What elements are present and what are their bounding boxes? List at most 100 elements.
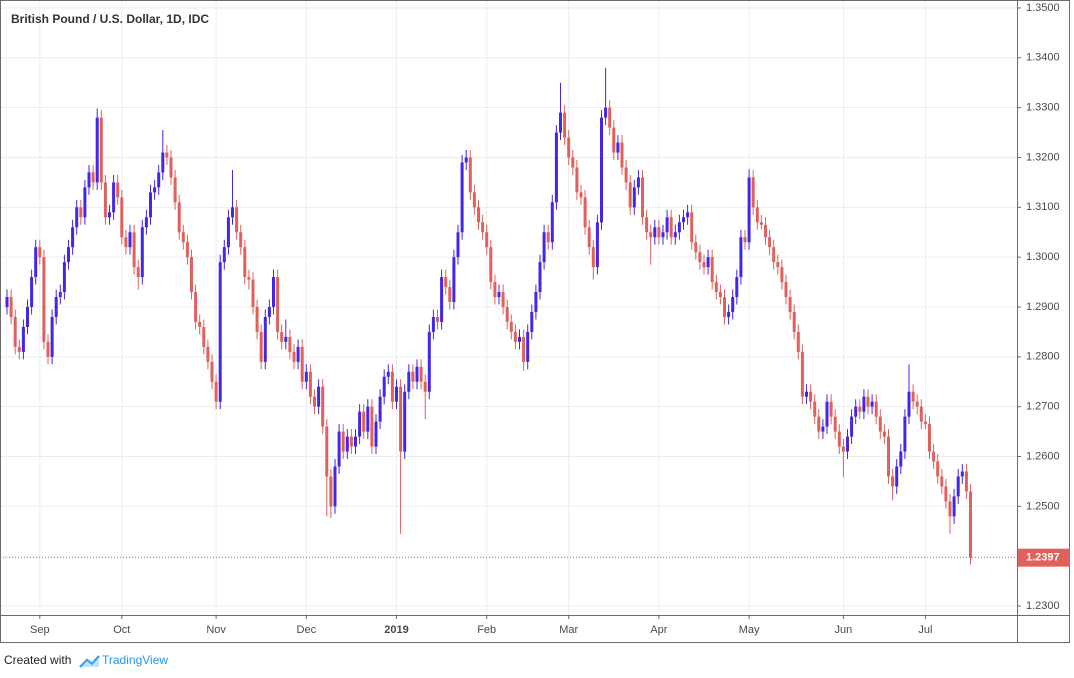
candle-body xyxy=(91,172,95,183)
y-tick-label: 1.2900 xyxy=(1026,301,1060,313)
candle-body xyxy=(735,277,739,298)
candle-body xyxy=(427,331,431,392)
candle-body xyxy=(83,187,87,218)
candle-body xyxy=(690,212,694,243)
candle-body xyxy=(382,376,386,397)
candle-body xyxy=(759,222,763,225)
candle-body xyxy=(423,381,427,392)
candle-body xyxy=(366,406,370,432)
candle-body xyxy=(669,217,673,238)
frame xyxy=(0,0,1070,643)
candle-body xyxy=(727,311,731,317)
candle-body xyxy=(226,217,230,248)
candle-body xyxy=(764,224,767,238)
candle-body xyxy=(755,207,759,223)
candle-body xyxy=(419,366,423,382)
candle-body xyxy=(456,232,460,258)
candle-body xyxy=(571,157,575,168)
candle-body xyxy=(272,277,275,308)
candle-body xyxy=(891,476,895,487)
candle-body xyxy=(157,172,161,188)
candle-body xyxy=(58,292,62,298)
x-tick-label: Mar xyxy=(559,624,578,636)
candle-body xyxy=(714,282,718,293)
candle-body xyxy=(805,391,808,397)
candle-body xyxy=(928,424,931,452)
candle-body xyxy=(358,411,362,437)
candle-body xyxy=(575,167,579,193)
candle-body xyxy=(710,257,714,283)
y-tick-label: 1.3500 xyxy=(1026,2,1060,14)
candle-body xyxy=(481,222,485,233)
candle-body xyxy=(817,416,821,432)
candle-body xyxy=(67,247,70,263)
candle-body xyxy=(444,277,448,288)
footer-brand[interactable]: TradingView xyxy=(102,653,168,667)
candle-body xyxy=(161,152,165,173)
candle-body xyxy=(825,401,829,427)
candle-body xyxy=(87,172,91,188)
candle-body xyxy=(210,361,214,382)
candle-body xyxy=(333,466,337,507)
candle-body xyxy=(263,316,267,362)
candle-body xyxy=(431,316,435,332)
x-tick-label: Feb xyxy=(477,624,496,636)
candle-body xyxy=(337,431,341,467)
candle-body xyxy=(284,336,288,342)
candle-body xyxy=(604,107,608,118)
candle-body xyxy=(878,416,882,432)
y-tick-label: 1.2300 xyxy=(1026,600,1060,612)
candle-body xyxy=(854,406,858,417)
candle-body xyxy=(169,157,173,178)
candle-body xyxy=(267,307,271,317)
candle-body xyxy=(177,202,181,233)
candle-body xyxy=(313,396,316,407)
candle-body xyxy=(9,297,13,317)
y-tick-label: 1.2500 xyxy=(1026,500,1060,512)
candle-body xyxy=(550,202,554,243)
candle-body xyxy=(776,262,780,268)
candle-body xyxy=(38,247,42,258)
candle-body xyxy=(173,177,177,203)
candle-body xyxy=(591,247,595,268)
candle-body xyxy=(354,436,357,447)
candle-body xyxy=(624,167,628,183)
candle-body xyxy=(255,307,259,332)
candle-body xyxy=(218,262,222,402)
candle-body xyxy=(460,162,464,233)
candle-body xyxy=(911,391,915,402)
candle-body xyxy=(612,127,616,153)
candle-body xyxy=(108,212,111,218)
candle-body xyxy=(407,371,411,392)
candle-body xyxy=(559,112,562,133)
candle-body xyxy=(374,421,378,447)
candle-body xyxy=(132,232,136,268)
candle-body xyxy=(288,336,292,352)
candle-body xyxy=(870,401,874,407)
y-tick-label: 1.2800 xyxy=(1026,351,1060,363)
candle-body xyxy=(493,282,497,298)
candle-body xyxy=(136,267,140,278)
candle-body xyxy=(534,292,538,312)
candle-body xyxy=(788,297,792,312)
candle-body xyxy=(509,321,513,332)
candle-body xyxy=(26,307,29,327)
candle-body xyxy=(907,391,911,417)
candle-body xyxy=(436,316,439,322)
candle-body xyxy=(300,346,304,382)
candle-body xyxy=(362,411,366,432)
candle-body xyxy=(497,292,501,298)
candle-body xyxy=(95,117,99,183)
candle-body xyxy=(378,396,382,422)
candle-body xyxy=(128,232,132,248)
candle-body xyxy=(112,182,116,213)
candle-body xyxy=(5,297,9,308)
candle-body xyxy=(743,237,747,243)
candle-body xyxy=(124,237,128,248)
candle-body xyxy=(415,366,419,382)
candle-body xyxy=(628,182,632,208)
candle-body xyxy=(702,262,706,268)
x-tick-label: Jul xyxy=(918,624,932,636)
candle-body xyxy=(329,476,333,507)
